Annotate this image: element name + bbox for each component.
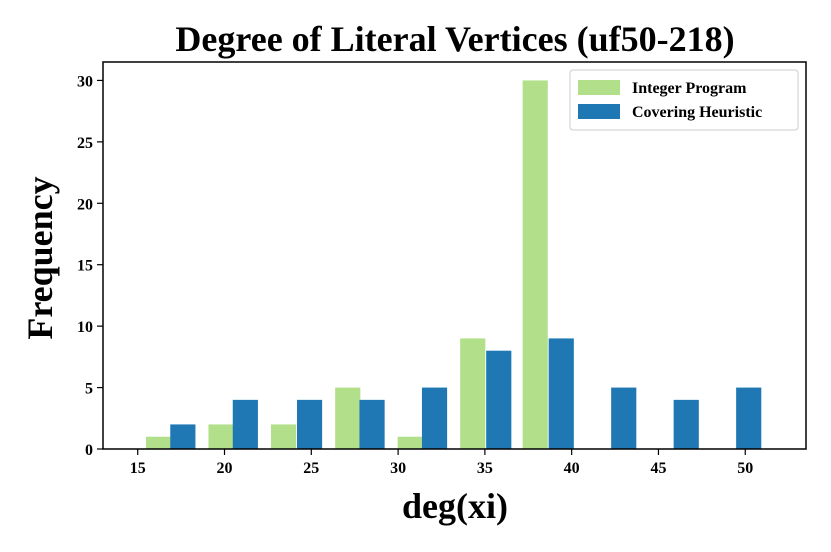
y-tick-label: 0	[85, 442, 93, 459]
bar-series1-3	[270, 424, 297, 449]
bar-series2-4	[359, 399, 385, 449]
y-tick-label: 15	[77, 258, 93, 275]
bar-series1-5	[397, 436, 423, 449]
x-tick-label: 30	[390, 460, 406, 477]
bar-series2-3	[296, 399, 323, 449]
x-tick-label: 40	[564, 460, 580, 477]
x-tick-label: 25	[303, 460, 319, 477]
bar-series2-6	[486, 350, 512, 449]
y-tick-label: 30	[77, 73, 93, 90]
bar-series1-2	[208, 424, 234, 449]
bar-series2-5	[421, 387, 448, 449]
bar-series1-6	[460, 338, 486, 449]
x-tick-label: 20	[217, 460, 233, 477]
legend-label-2: Covering Heuristic	[632, 104, 762, 121]
bar-series2-9	[673, 399, 699, 449]
bar-series2-2	[232, 399, 258, 449]
plot-frame	[102, 61, 807, 450]
legend-box	[569, 69, 799, 131]
x-axis-ticks: 15 20 25 30 35 40 45 50	[130, 449, 753, 477]
y-axis-label: Frequency	[20, 176, 60, 339]
y-tick-label: 10	[77, 319, 93, 336]
bar-series1-4	[335, 387, 361, 449]
x-tick-label: 15	[130, 460, 146, 477]
x-tick-label: 50	[737, 460, 753, 477]
y-tick-label: 5	[85, 381, 93, 398]
chart-title: Degree of Literal Vertices (uf50-218)	[175, 19, 734, 59]
legend-swatch-1	[578, 80, 620, 95]
x-tick-label: 35	[477, 460, 493, 477]
bar-series2-1	[170, 424, 196, 449]
bars	[145, 80, 762, 449]
y-tick-label: 20	[77, 196, 93, 213]
bar-series2-7	[548, 338, 574, 449]
x-tick-label: 45	[650, 460, 666, 477]
legend-label-1: Integer Program	[632, 80, 747, 97]
x-axis-label: deg(xi)	[402, 486, 508, 526]
y-axis-ticks: 0 5 10 15 20 25 30	[77, 73, 103, 459]
bar-series1-1	[145, 436, 172, 449]
legend: Integer Program Covering Heuristic	[569, 69, 799, 131]
bar-series2-10	[736, 387, 762, 449]
y-tick-label: 25	[77, 135, 93, 152]
bar-series1-7	[522, 80, 548, 449]
bar-series2-8	[611, 387, 637, 449]
legend-swatch-2	[578, 104, 620, 119]
